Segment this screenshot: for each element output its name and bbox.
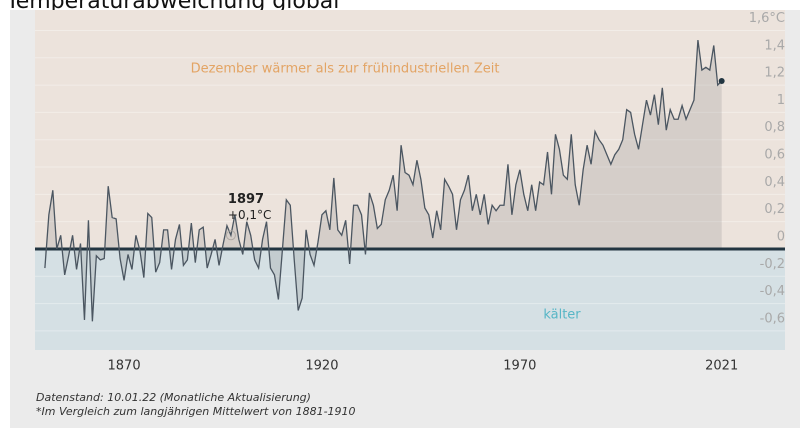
y-tick-label: 1,2 (764, 66, 785, 81)
annotation-cold: kälter (543, 308, 581, 323)
y-tick-label: -0,6 (760, 311, 785, 326)
x-tick-label: 1970 (503, 359, 536, 374)
highlight-point (225, 230, 236, 241)
y-tick-label: 0,4 (764, 175, 785, 190)
y-tick-label: 1 (777, 93, 785, 108)
y-tick-label: 1,6°C (749, 11, 785, 26)
warm-region (35, 10, 785, 249)
end-dot (718, 78, 725, 85)
y-tick-label: 0,8 (764, 120, 785, 135)
highlight-year: 1897 (228, 192, 264, 207)
y-tick-label: 0,6 (764, 148, 785, 163)
y-tick-label: -0,2 (760, 257, 785, 272)
area-fill (44, 40, 722, 322)
y-tick-label: 0 (777, 229, 785, 244)
y-tick-label: -0,4 (760, 284, 785, 299)
cold-region (35, 248, 785, 350)
y-tick-label: 1,4 (764, 38, 785, 53)
note: *Im Vergleich zum langjährigen Mittelwer… (36, 405, 356, 418)
x-tick-label: 1920 (305, 359, 338, 374)
highlight-label: +0,1°C (228, 208, 272, 222)
annotation-warm: Dezember wärmer als zur frühindustrielle… (191, 62, 500, 77)
y-tick-label: 0,2 (764, 202, 785, 217)
plot: 1,6°C 1,4 1,2 1 0,8 0,6 0,4 0,2 0 -0,2 -0,4 -0,6 187… (35, 10, 785, 374)
x-tick-label: 1870 (108, 359, 141, 374)
x-tick-label: 2021 (705, 359, 738, 374)
note: Datenstand: 10.01.22 (Monatliche Aktuali… (36, 391, 311, 404)
line (44, 39, 723, 322)
